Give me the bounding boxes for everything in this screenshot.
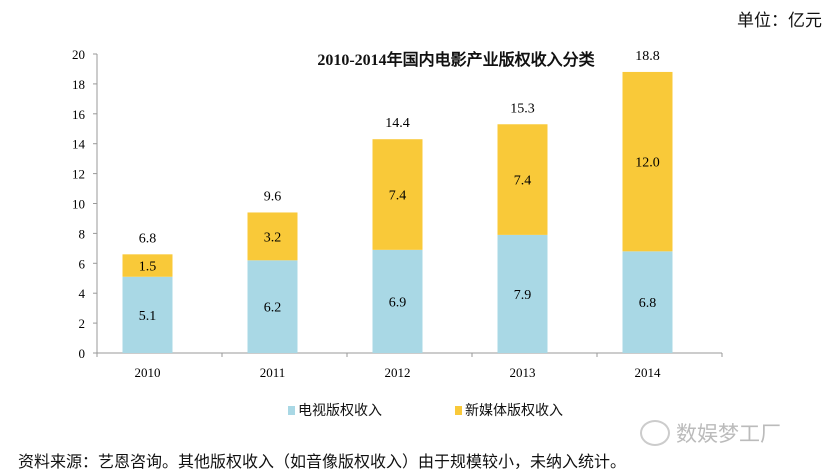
total-label: 6.8 [139, 231, 157, 246]
watermark: 数娱梦工厂 [640, 418, 781, 448]
legend-swatch-newmedia [455, 405, 462, 415]
data-label: 7.4 [389, 189, 407, 204]
data-label: 3.2 [264, 230, 282, 245]
bar-segment-tv [622, 251, 673, 353]
legend-label-newmedia: 新媒体版权收入 [465, 403, 563, 419]
y-tick-label: 20 [72, 47, 85, 62]
bar-segment-tv [247, 260, 298, 353]
x-tick-label: 2013 [510, 365, 536, 380]
data-label: 7.9 [514, 288, 532, 303]
y-tick-label: 6 [79, 256, 86, 271]
x-tick-label: 2011 [260, 365, 286, 380]
y-tick-label: 4 [79, 286, 86, 301]
data-label: 6.2 [264, 301, 282, 316]
bar-segment-newmedia [622, 71, 673, 252]
total-label: 15.3 [510, 101, 535, 116]
y-tick-label: 14 [72, 137, 86, 152]
total-label: 14.4 [385, 116, 410, 131]
x-tick-label: 2010 [135, 365, 161, 380]
bar-segment-tv [497, 234, 548, 353]
y-tick-label: 0 [79, 346, 86, 361]
data-label: 1.5 [139, 260, 157, 275]
data-label: 12.0 [635, 156, 660, 171]
legend-swatch-tv [288, 405, 295, 415]
chart-title: 2010-2014年国内电影产业版权收入分类 [317, 52, 595, 69]
legend-item-tv: 电视版权收入 [288, 400, 382, 420]
data-label: 5.1 [139, 309, 157, 324]
bar-segment-newmedia [372, 139, 423, 250]
legend-item-newmedia: 新媒体版权收入 [455, 400, 563, 420]
y-tick-label: 18 [72, 77, 85, 92]
watermark-text: 数娱梦工厂 [676, 422, 781, 446]
bar-segment-newmedia [247, 212, 298, 261]
x-tick-label: 2012 [385, 365, 411, 380]
bar-segment-newmedia [122, 254, 173, 277]
data-label: 6.8 [639, 296, 657, 311]
y-tick-label: 16 [72, 107, 86, 122]
y-tick-label: 2 [79, 316, 86, 331]
data-label: 7.4 [514, 174, 532, 189]
x-tick-label: 2014 [635, 365, 662, 380]
bar-chart: 0 2 4 6 8 10 12 14 16 18 20 2010 5.1 1.5 6.8 2011 6.2 3.2… [72, 47, 723, 380]
total-label: 9.6 [264, 189, 282, 204]
bar-segment-newmedia [497, 124, 548, 235]
bar-segment-tv [122, 276, 173, 353]
bar-segment-tv [372, 249, 423, 353]
wechat-logo-icon [640, 420, 670, 446]
y-tick-label: 12 [72, 167, 85, 182]
data-label: 6.9 [389, 295, 407, 310]
source-note: 资料来源：艺恩咨询。其他版权收入（如音像版权收入）由于规模较小，未纳入统计。 [18, 452, 627, 471]
y-tick-label: 10 [72, 197, 85, 212]
unit-label: 单位：亿元 [737, 11, 822, 31]
total-label: 18.8 [635, 49, 660, 64]
legend-label-tv: 电视版权收入 [298, 403, 382, 419]
y-tick-label: 8 [79, 226, 86, 241]
